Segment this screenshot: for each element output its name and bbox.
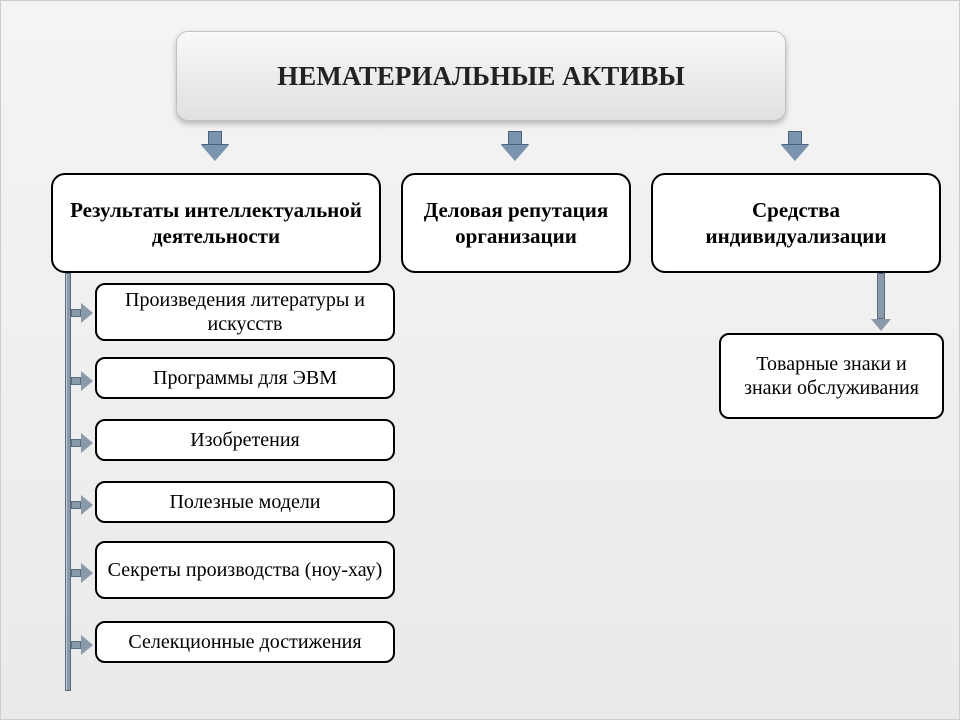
category-individualization: Средства индивидуализации xyxy=(651,173,941,273)
arrow-right-icon xyxy=(71,303,93,323)
item-inventions: Изобретения xyxy=(95,419,395,461)
arrow-down-icon xyxy=(201,131,229,161)
arrow-down-icon xyxy=(501,131,529,161)
arrow-right-icon xyxy=(71,635,93,655)
item-trademarks: Товарные знаки и знаки обслуживания xyxy=(719,333,944,419)
category-intellectual: Результаты интеллектуальной деятельности xyxy=(51,173,381,273)
category-reputation: Деловая репутация организации xyxy=(401,173,631,273)
arrow-right-icon xyxy=(71,371,93,391)
arrow-down-icon xyxy=(781,131,809,161)
item-selection: Селекционные достижения xyxy=(95,621,395,663)
item-secrets: Секреты производства (ноу-хау) xyxy=(95,541,395,599)
connector-vline xyxy=(65,273,71,691)
item-literature: Произведения литературы и искусств xyxy=(95,283,395,341)
arrow-right-icon xyxy=(71,495,93,515)
arrow-down-icon xyxy=(871,273,891,331)
arrow-right-icon xyxy=(71,433,93,453)
arrow-right-icon xyxy=(71,563,93,583)
root-node: НЕМАТЕРИАЛЬНЫЕ АКТИВЫ xyxy=(176,31,786,121)
item-programs: Программы для ЭВМ xyxy=(95,357,395,399)
item-models: Полезные модели xyxy=(95,481,395,523)
